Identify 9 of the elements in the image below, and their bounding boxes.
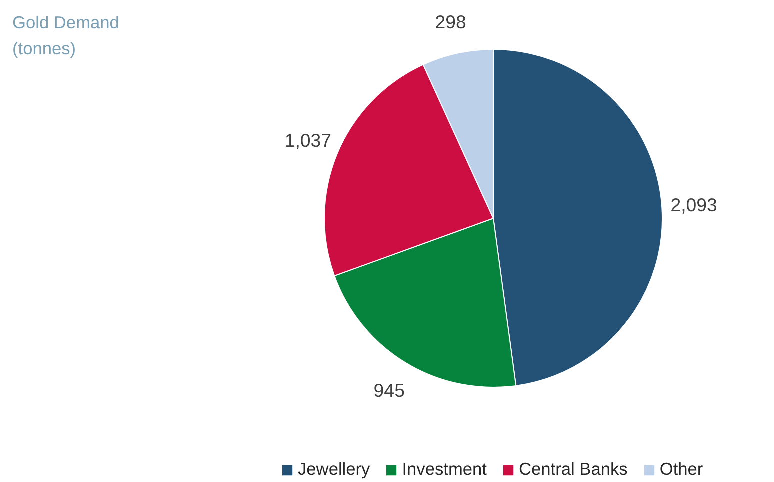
data-label: 298 bbox=[435, 12, 466, 33]
text: Gold Demand (tonnes) bbox=[12, 12, 120, 58]
legend-label: Jewellery bbox=[298, 459, 370, 480]
legend-label: Central Banks bbox=[519, 459, 628, 480]
data-label: 1,037 bbox=[284, 130, 332, 152]
legend-label: Other bbox=[660, 459, 704, 480]
data-label: 2,093 bbox=[670, 194, 718, 216]
legend-label: Investment bbox=[402, 459, 487, 480]
data-label: 945 bbox=[374, 380, 405, 401]
